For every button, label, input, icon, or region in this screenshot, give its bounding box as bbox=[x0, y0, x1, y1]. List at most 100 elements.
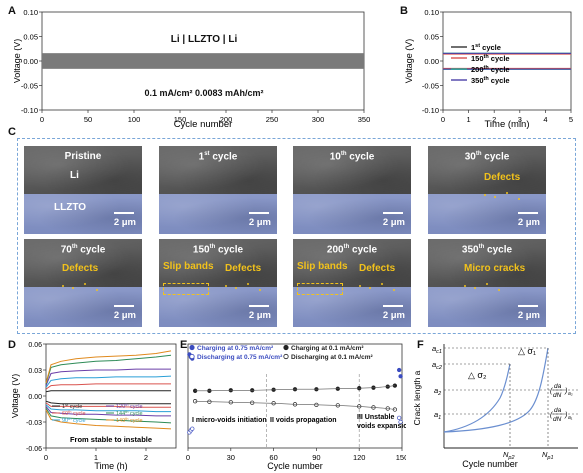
tile-title: Pristine bbox=[64, 151, 102, 162]
y-tick-label: 0.00 bbox=[23, 57, 38, 66]
defect-marker bbox=[518, 198, 520, 200]
llzto-layer bbox=[293, 194, 411, 234]
svg-text:a₁: a₁ bbox=[568, 415, 573, 421]
x-tick-label: 3 bbox=[518, 115, 522, 124]
y-tick-label: 0.10 bbox=[23, 8, 38, 17]
x-tick-label: 150 bbox=[174, 115, 187, 124]
li-layer bbox=[428, 146, 546, 195]
y-tick-label: -0.05 bbox=[422, 82, 439, 91]
x-tick-label: 60 bbox=[269, 453, 277, 462]
legend-label: 149th cycle bbox=[116, 416, 143, 424]
defect-marker bbox=[247, 283, 249, 285]
svg-text:(: ( bbox=[550, 388, 553, 395]
chart-panel-d: 0.06 0.03 0.00 -0.03 -0.06 0 1 2 1st cycle60th… bbox=[12, 342, 177, 471]
defect-marker bbox=[62, 285, 64, 287]
scale-label: 2 μm bbox=[248, 217, 271, 228]
legend-label: 120th cycle bbox=[116, 402, 143, 410]
legend-marker bbox=[189, 344, 195, 351]
tile-title: 1st cycle bbox=[198, 151, 238, 163]
llzto-label: LLZTO bbox=[54, 202, 87, 213]
y-tick-label: -0.05 bbox=[21, 82, 38, 91]
tile-title: 70th cycle bbox=[60, 244, 106, 256]
defect-marker bbox=[474, 287, 476, 289]
y-axis-label: Voltage (V) bbox=[12, 374, 20, 419]
micrograph-tile: 350th cycle Micro cracks 2 μm bbox=[428, 239, 546, 327]
defect-marker bbox=[498, 289, 500, 291]
scale-bar bbox=[249, 212, 269, 214]
x-tick-label: 200 bbox=[220, 115, 233, 124]
defect-marker bbox=[494, 196, 496, 198]
li-layer bbox=[24, 146, 142, 195]
li-layer bbox=[159, 146, 277, 195]
slip-bands-box bbox=[297, 283, 343, 295]
x-axis-label: Time (h) bbox=[94, 461, 127, 471]
legend-label: 144th cycle bbox=[116, 409, 143, 417]
x-tick-label: 50 bbox=[84, 115, 92, 124]
li-layer bbox=[293, 146, 411, 195]
region-1-label: I micro-voids initiation bbox=[192, 417, 267, 424]
x-mark-np2: Np2 bbox=[503, 450, 515, 461]
defect-marker bbox=[369, 287, 371, 289]
data-point bbox=[398, 419, 403, 425]
x-tick-label: 350 bbox=[358, 115, 371, 124]
scale-label: 2 μm bbox=[382, 217, 405, 228]
legend-label: 200th cycle bbox=[471, 65, 510, 74]
x-axis-label: Cycle number bbox=[462, 459, 518, 469]
region-3-label-line1: III Unstable bbox=[357, 414, 394, 421]
data-point bbox=[190, 426, 195, 431]
data-point bbox=[396, 415, 402, 420]
voltage-band bbox=[42, 53, 364, 69]
scale-label: 2 μm bbox=[113, 310, 136, 321]
scale-bar bbox=[249, 305, 269, 307]
defect-marker bbox=[225, 285, 227, 287]
y-tick-label: -0.10 bbox=[21, 106, 38, 115]
defect-marker bbox=[393, 289, 395, 291]
scale-bar bbox=[383, 212, 403, 214]
y-axis-label: Crack length a bbox=[412, 370, 422, 425]
svg-text:): ) bbox=[564, 388, 567, 395]
y-mark-ac2: ac2 bbox=[432, 360, 442, 371]
llzto-layer bbox=[428, 194, 546, 234]
series-trace bbox=[195, 400, 395, 410]
rate-top: ( da dN ) a₂ bbox=[550, 383, 573, 399]
tile-title: 10th cycle bbox=[329, 151, 375, 163]
tile-title: 30th cycle bbox=[464, 151, 510, 163]
series-line bbox=[45, 404, 171, 413]
y-tick-label: -0.03 bbox=[26, 420, 42, 427]
x-tick-label: 5 bbox=[569, 115, 573, 124]
scale-bar bbox=[114, 305, 134, 307]
scale-label: 2 μm bbox=[517, 310, 540, 321]
panel-letter-f: F bbox=[417, 339, 424, 351]
scale-label: 2 μm bbox=[248, 310, 271, 321]
legend-label: 1st cycle bbox=[471, 43, 501, 52]
micrograph-tile: 1st cycle 2 μm bbox=[159, 146, 277, 234]
rate-bottom: ( da dN ) a₁ bbox=[550, 407, 573, 423]
series-line bbox=[45, 407, 172, 424]
legend-marker bbox=[283, 344, 289, 351]
panel-letter-b: B bbox=[400, 5, 408, 17]
legend-marker bbox=[283, 353, 289, 360]
panel-letter-e: E bbox=[180, 339, 188, 351]
x-tick-label: 4 bbox=[543, 115, 547, 124]
y-axis-label: Voltage (V) bbox=[14, 39, 22, 84]
x-tick-label: 2 bbox=[492, 115, 496, 124]
defect-marker bbox=[259, 289, 261, 291]
micrograph-tile: Pristine Li LLZTO 2 μm bbox=[24, 146, 142, 234]
slip-bands-label: Slip bands bbox=[163, 261, 214, 272]
defect-marker bbox=[96, 289, 98, 291]
legend-label: Charging at 0.75 mA/cm² bbox=[197, 345, 274, 352]
tile-title: 350th cycle bbox=[461, 244, 513, 256]
legend-label: Discharging at 0.75 mA/cm² bbox=[197, 354, 283, 361]
scale-label: 2 μm bbox=[517, 217, 540, 228]
crack-curve-sigma1 bbox=[443, 347, 549, 433]
x-axis-label: Cycle number bbox=[267, 461, 323, 471]
li-layer bbox=[24, 239, 142, 288]
defect-label: Defects bbox=[62, 263, 99, 274]
legend-label: 150th cycle bbox=[471, 54, 510, 63]
x-mark-np1: Np1 bbox=[542, 450, 554, 461]
defect-label: Defects bbox=[484, 172, 521, 183]
llzto-layer bbox=[24, 287, 142, 327]
panel-letter-d: D bbox=[8, 339, 16, 351]
micrograph-tile: 200th cycle Slip bands Defects 2 μm bbox=[293, 239, 411, 327]
legend-label: 350th cycle bbox=[471, 76, 510, 85]
